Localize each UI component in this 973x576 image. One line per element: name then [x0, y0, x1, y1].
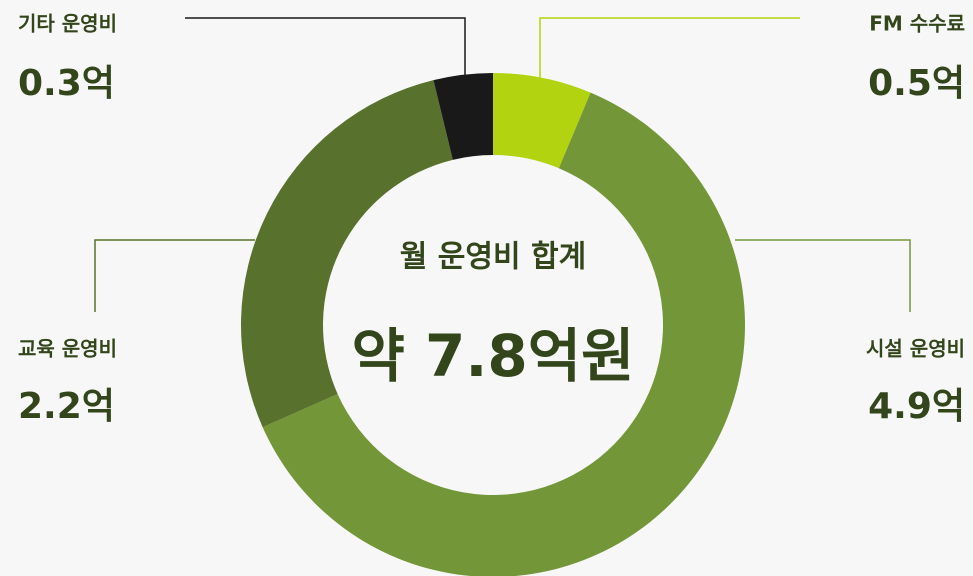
- donut-segment: [493, 73, 591, 169]
- donut-segment: [240, 80, 453, 428]
- segment-label: 기타 운영비: [18, 12, 117, 36]
- segment-label: 시설 운영비: [866, 337, 965, 361]
- leader-line: [94, 239, 255, 312]
- leader-line: [185, 17, 466, 92]
- donut-segment: [262, 92, 745, 576]
- segment-value: 2.2억: [18, 386, 115, 427]
- segment-value: 0.5억: [868, 63, 965, 104]
- leader-line: [735, 239, 911, 312]
- donut-segment: [433, 73, 493, 160]
- segment-label: FM 수수료: [869, 12, 965, 36]
- leader-line: [539, 17, 800, 80]
- donut: [240, 73, 745, 576]
- center-total: 약 7.8억원: [351, 322, 634, 390]
- segment-value: 4.9억: [868, 386, 965, 427]
- segment-label: 교육 운영비: [18, 337, 117, 361]
- center-title: 월 운영비 합계: [400, 240, 587, 275]
- segment-value: 0.3억: [18, 63, 115, 104]
